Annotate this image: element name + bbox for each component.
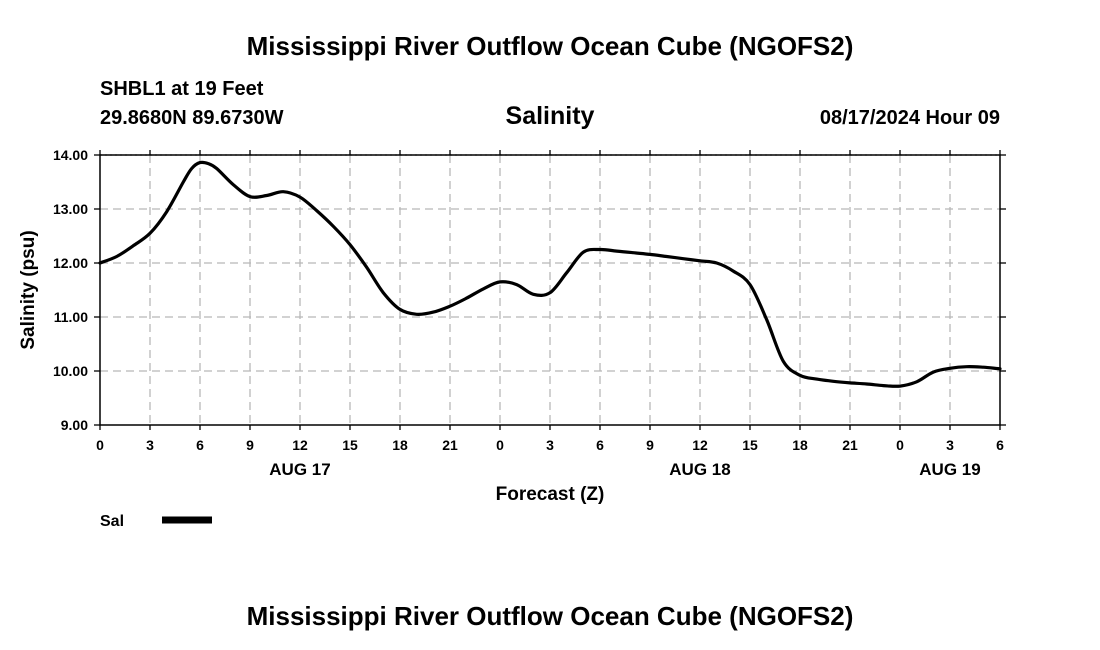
timestamp-label: 08/17/2024 Hour 09 — [820, 107, 1000, 129]
x-tick-label: 6 — [996, 437, 1004, 453]
y-tick-label: 10.00 — [53, 363, 88, 379]
y-axis-label: Salinity (psu) — [18, 230, 39, 349]
x-tick-label: 0 — [496, 437, 504, 453]
x-tick-label: 0 — [96, 437, 104, 453]
salinity-series-line — [98, 160, 1002, 388]
x-tick-label: 18 — [792, 437, 808, 453]
x-tick-label: 6 — [196, 437, 204, 453]
top-title: Mississippi River Outflow Ocean Cube (NG… — [247, 31, 854, 61]
series-layer — [98, 160, 1002, 388]
x-tick-label: 12 — [692, 437, 708, 453]
y-tick-label: 11.00 — [54, 309, 88, 325]
y-tick-label: 14.00 — [53, 147, 88, 163]
x-tick-label: 0 — [896, 437, 904, 453]
y-tick-label: 12.00 — [53, 255, 88, 271]
legend-label: Sal — [100, 513, 124, 530]
x-tick-label: 9 — [246, 437, 254, 453]
x-tick-label: 3 — [946, 437, 954, 453]
x-tick-label: 18 — [392, 437, 408, 453]
x-tick-label: 15 — [742, 437, 758, 453]
y-tick-label: 9.00 — [61, 417, 88, 433]
bottom-title: Mississippi River Outflow Ocean Cube (NG… — [247, 601, 854, 631]
date-label: AUG 18 — [669, 460, 730, 479]
x-tick-label: 15 — [342, 437, 358, 453]
x-axis-label: Forecast (Z) — [496, 484, 605, 505]
x-tick-label: 12 — [292, 437, 308, 453]
x-tick-label: 9 — [646, 437, 654, 453]
x-tick-label: 6 — [596, 437, 604, 453]
y-tick-label: 13.00 — [53, 201, 88, 217]
x-tick-label: 3 — [146, 437, 154, 453]
x-tick-label: 21 — [442, 437, 458, 453]
chart-title: Salinity — [506, 102, 595, 130]
x-tick-label: 3 — [546, 437, 554, 453]
station-label: SHBL1 at 19 Feet — [100, 78, 264, 100]
coordinates-label: 29.8680N 89.6730W — [100, 107, 284, 129]
date-label: AUG 19 — [919, 460, 980, 479]
axis-ticks: 0 3 6 9 12 15 18 21 0 3 6 9 12 15 18 21 0 3 6 9.00 10.00 11.0… — [53, 147, 1006, 479]
date-label: AUG 17 — [269, 460, 330, 479]
x-tick-label: 21 — [842, 437, 858, 453]
